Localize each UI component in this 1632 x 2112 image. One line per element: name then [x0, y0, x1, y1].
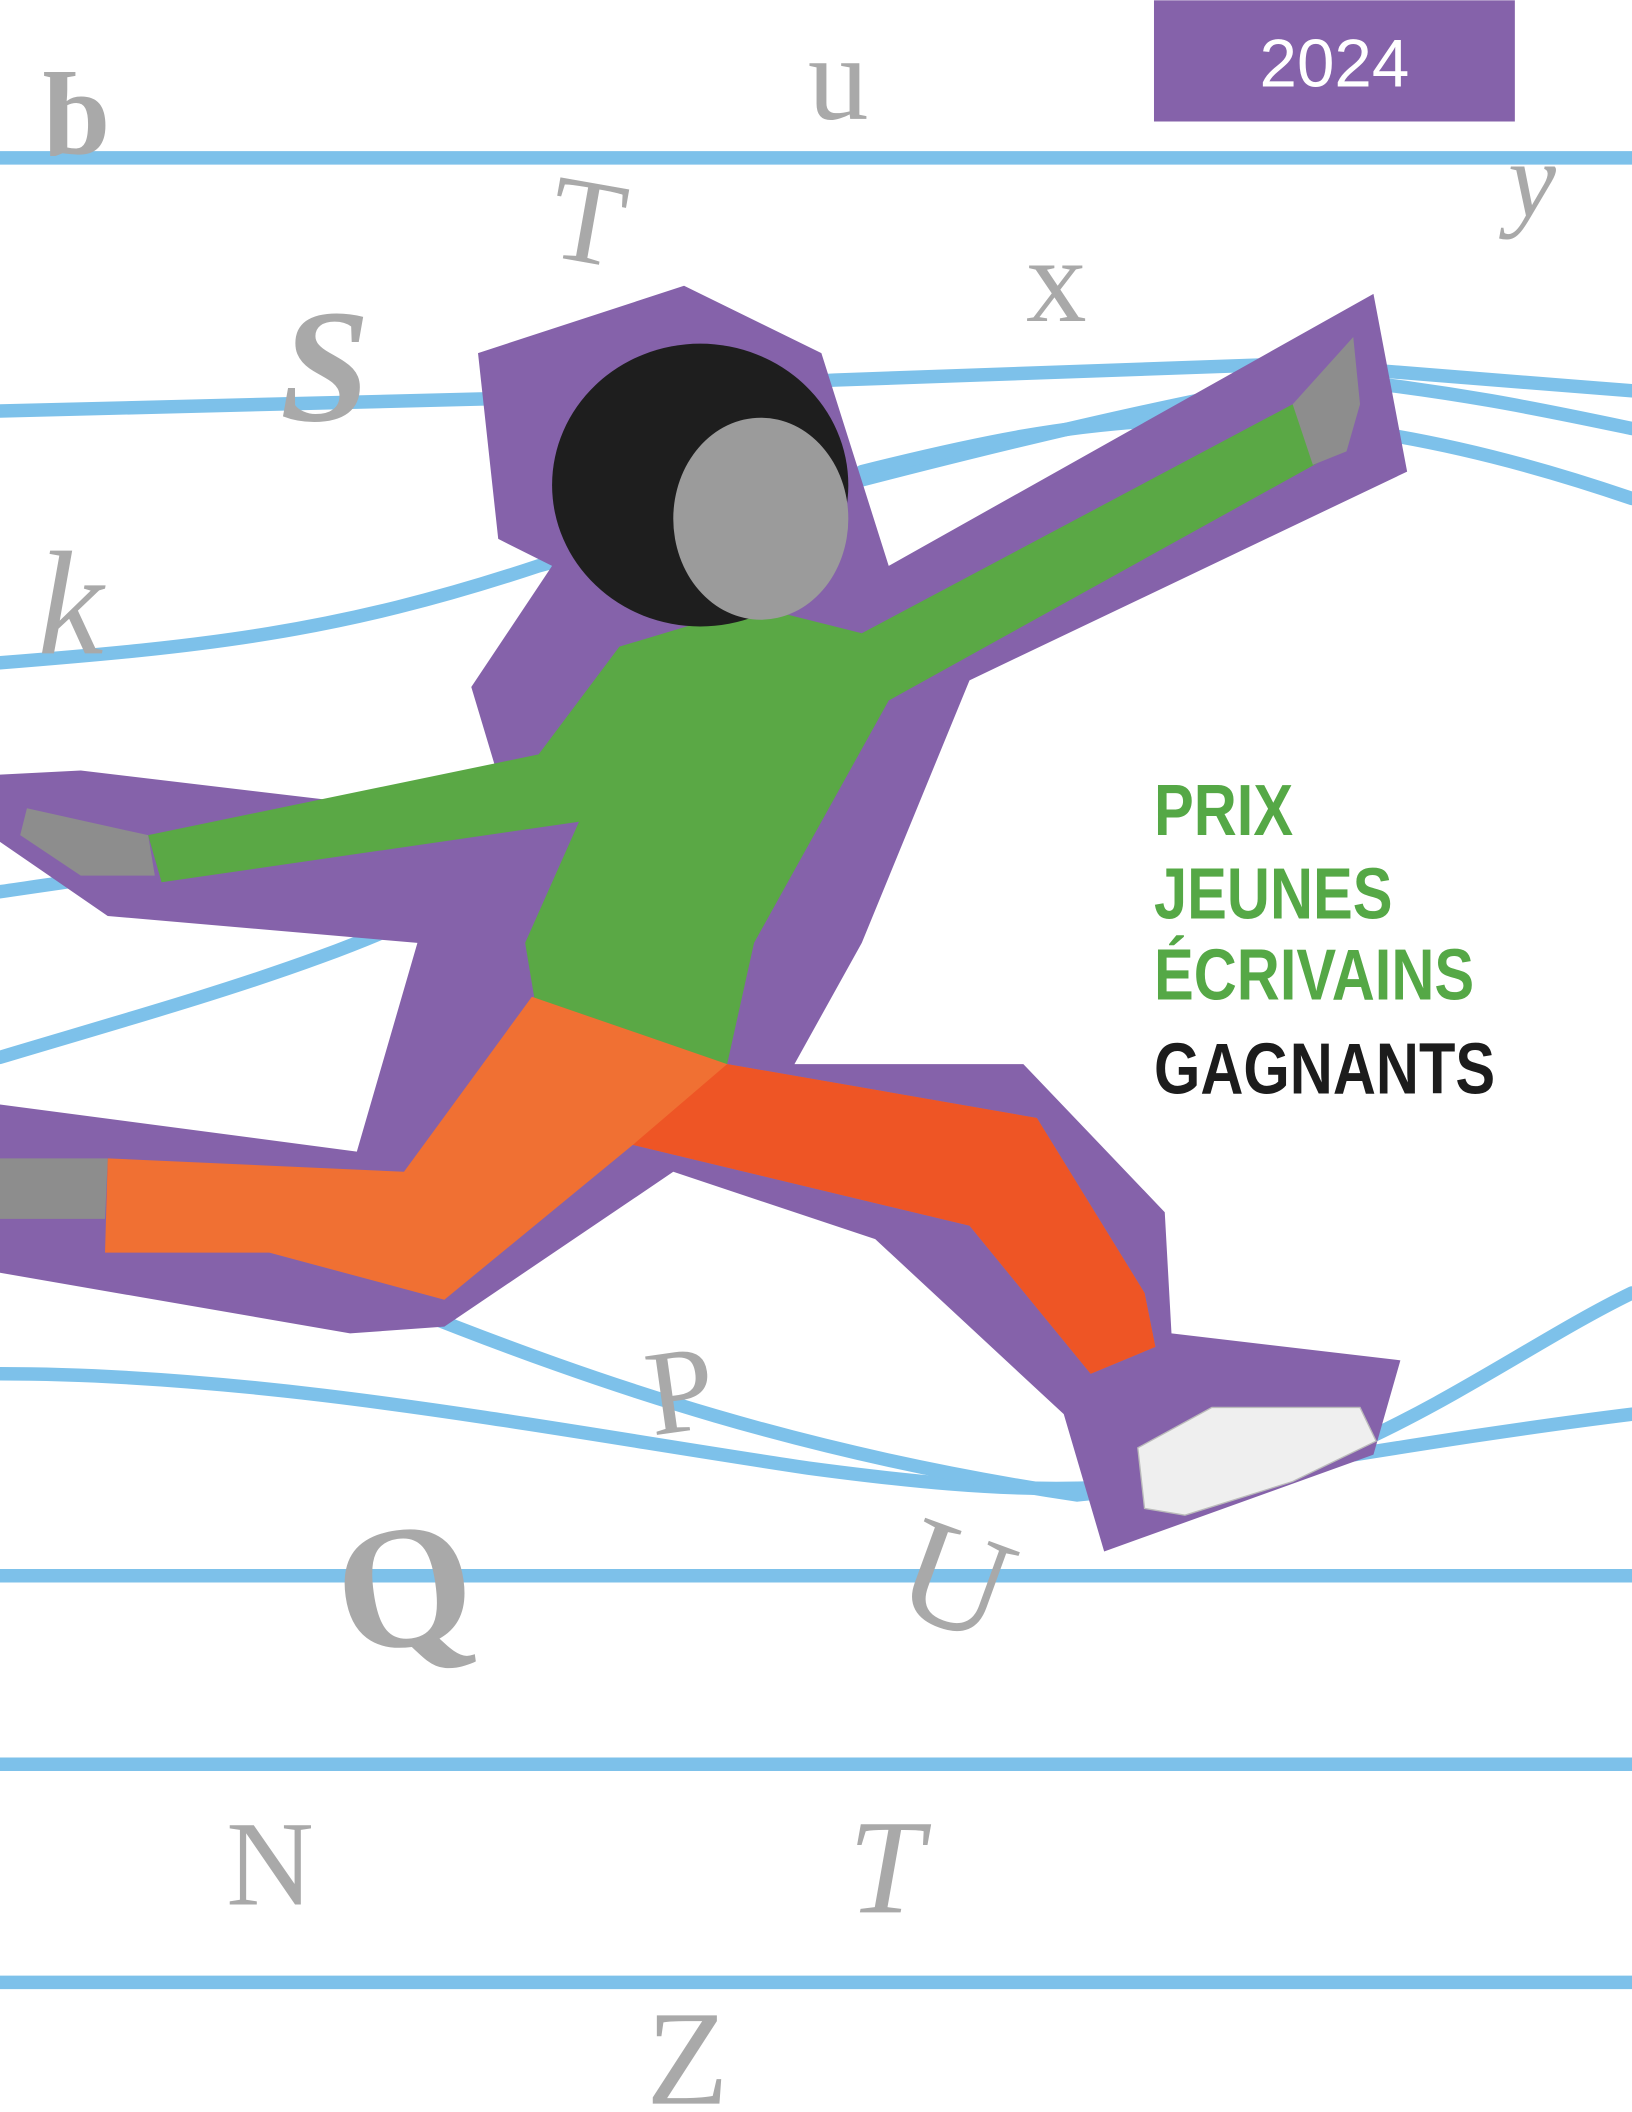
- year: 2024: [1260, 26, 1410, 101]
- letter: u: [808, 12, 869, 146]
- page: 2024 PRIX JEUNES ÉCRIVAINS GAGNANTS q u …: [0, 0, 1632, 2112]
- face: [673, 418, 848, 620]
- letter: N: [226, 1797, 314, 1931]
- title-line: ÉCRIVAINS: [1154, 934, 1474, 1016]
- letter: T: [848, 1793, 931, 1942]
- letter: k: [38, 522, 106, 686]
- letter: x: [1026, 214, 1087, 348]
- back-leg: [0, 1158, 108, 1219]
- letter: y: [1499, 121, 1556, 240]
- letter: Q: [323, 1481, 485, 1692]
- letter: q: [43, 70, 110, 204]
- cover: 2024 PRIX JEUNES ÉCRIVAINS GAGNANTS q u …: [0, 0, 1632, 2112]
- title-line: JEUNES: [1154, 854, 1393, 935]
- title-line: PRIX: [1154, 771, 1293, 852]
- letter: S: [280, 276, 370, 455]
- subtitle: GAGNANTS: [1154, 1029, 1495, 1110]
- letter: Z: [646, 1985, 728, 2112]
